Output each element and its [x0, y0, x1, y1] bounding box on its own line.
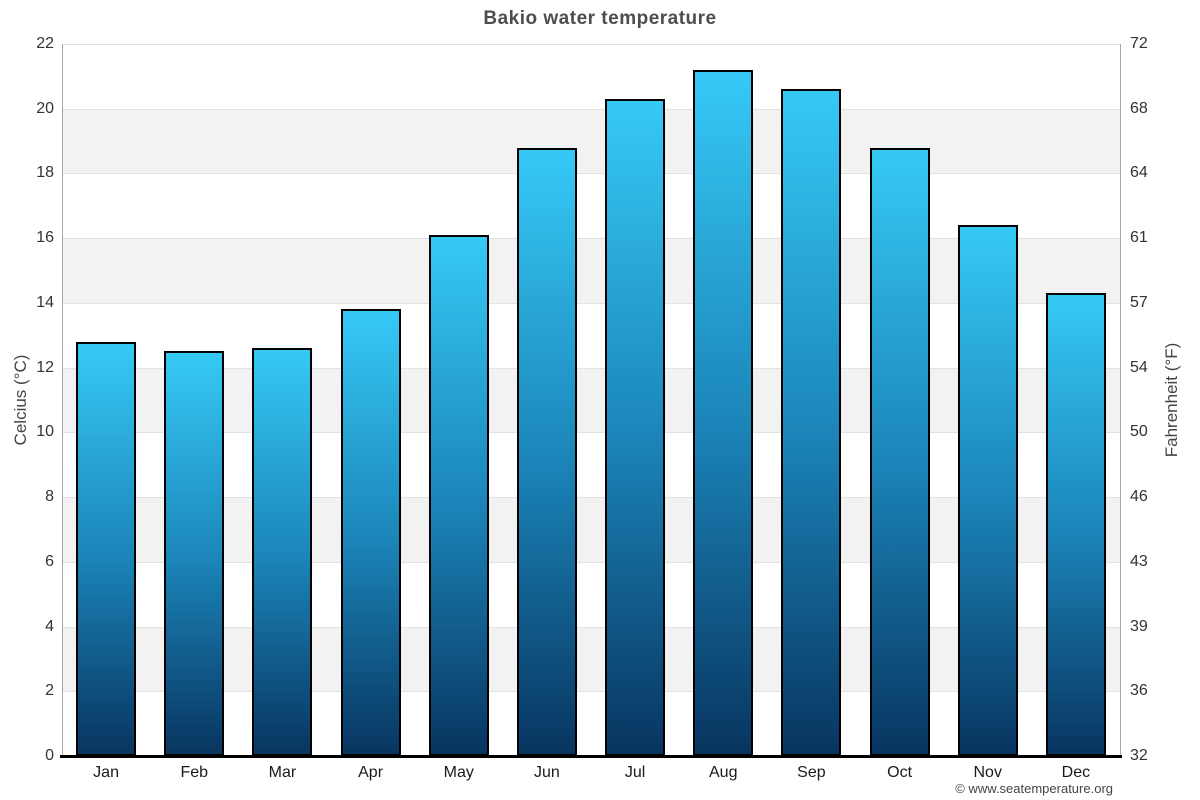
y-tick-fahrenheit-43: 43 — [1130, 552, 1148, 570]
bar-nov[interactable] — [957, 225, 1018, 756]
y-tick-fahrenheit-68: 68 — [1130, 99, 1148, 117]
y-tick-fahrenheit-39: 39 — [1130, 617, 1148, 635]
attribution-link[interactable]: © www.seatemperature.org — [955, 781, 1113, 796]
x-tick-apr: Apr — [358, 764, 384, 781]
plot-area — [62, 44, 1120, 756]
plot-band — [62, 238, 1120, 303]
y-tick-fahrenheit-32: 32 — [1130, 747, 1148, 764]
x-tick-jul: Jul — [624, 764, 646, 781]
y-tick-fahrenheit-61: 61 — [1130, 229, 1148, 247]
gridline-20 — [62, 108, 1120, 110]
y-tick-celsius-2: 2 — [45, 682, 54, 700]
y-tick-fahrenheit-46: 46 — [1130, 488, 1148, 506]
y-tick-celsius-10: 10 — [36, 423, 54, 441]
x-tick-may: May — [443, 764, 474, 781]
bar-sep[interactable] — [781, 89, 842, 756]
bar-jul[interactable] — [605, 99, 666, 756]
bar-dec[interactable] — [1045, 293, 1106, 756]
plot-band — [62, 44, 1120, 109]
y-tick-celsius-4: 4 — [45, 617, 54, 635]
x-tick-mar: Mar — [268, 764, 297, 781]
x-tick-feb: Feb — [180, 764, 209, 781]
gridline-14 — [62, 302, 1120, 304]
x-tick-aug: Aug — [709, 764, 738, 781]
chart-title: Bakio water temperature — [483, 8, 717, 29]
gridline-2 — [62, 691, 1120, 693]
gridline-18 — [62, 173, 1120, 175]
bar-may[interactable] — [428, 234, 489, 756]
x-tick-jan: Jan — [93, 764, 119, 781]
x-tick-jun: Jun — [534, 764, 560, 781]
gridline-10 — [62, 432, 1120, 434]
y-tick-fahrenheit-50: 50 — [1130, 423, 1148, 441]
x-axis-line — [60, 755, 1122, 758]
y-tick-celsius-8: 8 — [45, 488, 54, 506]
bar-oct[interactable] — [869, 147, 930, 756]
plot-band — [62, 497, 1120, 562]
gridline-4 — [62, 626, 1120, 628]
y-tick-celsius-20: 20 — [36, 99, 54, 117]
y-tick-fahrenheit-72: 72 — [1130, 35, 1148, 52]
plot-band — [62, 626, 1120, 692]
y-tick-celsius-22: 22 — [36, 35, 54, 52]
y-tick-celsius-12: 12 — [36, 358, 54, 376]
y-tick-celsius-14: 14 — [36, 293, 54, 311]
gridline-12 — [62, 367, 1120, 369]
bar-apr[interactable] — [340, 309, 401, 756]
bar-jan[interactable] — [76, 341, 137, 756]
x-tick-oct: Oct — [887, 764, 913, 781]
y-tick-celsius-18: 18 — [36, 164, 54, 182]
y-axis-line-celsius — [62, 44, 63, 756]
y-tick-fahrenheit-57: 57 — [1130, 293, 1148, 311]
bar-aug[interactable] — [693, 69, 754, 756]
gridline-6 — [62, 561, 1120, 563]
y-tick-celsius-6: 6 — [45, 552, 54, 570]
y-tick-fahrenheit-54: 54 — [1130, 358, 1148, 376]
y-axis-line-fahrenheit — [1120, 44, 1121, 756]
bar-mar[interactable] — [252, 348, 313, 756]
plot-band — [62, 367, 1120, 433]
gridline-8 — [62, 497, 1120, 499]
y-tick-fahrenheit-64: 64 — [1130, 164, 1148, 182]
y-tick-fahrenheit-36: 36 — [1130, 682, 1148, 700]
gridline-22 — [62, 44, 1120, 45]
gridline-16 — [62, 238, 1120, 240]
x-tick-nov: Nov — [973, 764, 1002, 781]
x-tick-sep: Sep — [797, 764, 826, 781]
x-tick-dec: Dec — [1061, 764, 1091, 781]
y-tick-celsius-0: 0 — [45, 747, 54, 764]
bar-feb[interactable] — [164, 351, 225, 756]
y-tick-celsius-16: 16 — [36, 229, 54, 247]
bar-jun[interactable] — [516, 147, 577, 756]
plot-band — [62, 108, 1120, 174]
